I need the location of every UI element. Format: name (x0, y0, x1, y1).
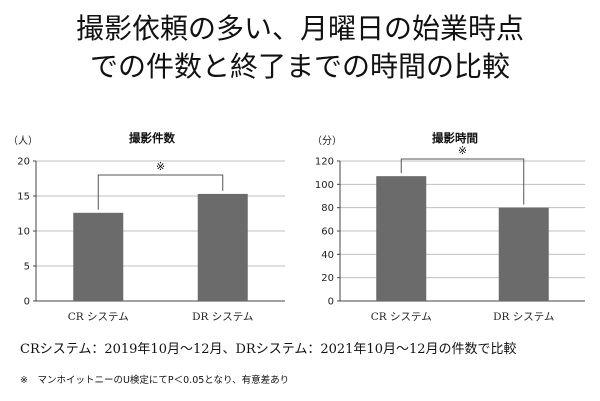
y-tick-label: 15 (17, 192, 30, 203)
bar (376, 176, 427, 301)
chart-title: 撮影時間 (432, 131, 478, 145)
x-category-label: DR システム (192, 311, 253, 323)
bar (498, 207, 549, 301)
y-tick-label: 120 (315, 157, 334, 168)
bar (73, 212, 124, 301)
y-tick-label: 20 (17, 157, 30, 168)
y-tick-label: 0 (24, 297, 30, 308)
y-axis-label: （分） (312, 135, 342, 147)
significance-mark: ※ (156, 160, 165, 173)
significance-mark: ※ (458, 144, 467, 157)
y-tick-label: 40 (321, 250, 334, 261)
x-category-label: DR システム (493, 311, 554, 323)
chart-count: 撮影件数 （人） 0 5 10 15 20 CR システム DR システム ※ (8, 131, 285, 323)
y-tick-label: 5 (24, 262, 30, 273)
bar (197, 193, 248, 301)
chart-time: 撮影時間 （分） 0 20 40 60 80 100 120 CR システム DR システム ※ (312, 131, 585, 323)
title-line-2: での件数と終了までの時間の比較 (89, 50, 510, 83)
y-tick-label: 10 (17, 227, 30, 238)
chart-title: 撮影件数 (129, 131, 175, 145)
y-tick-label: 0 (328, 297, 334, 308)
significance-bracket (97, 174, 224, 210)
y-tick-label: 80 (321, 203, 334, 214)
title-line-1: 撮影依頼の多い、月曜日の始業時点 (75, 12, 524, 45)
slide-title: 撮影依頼の多い、月曜日の始業時点 での件数と終了までの時間の比較 (0, 10, 600, 86)
y-axis-label: （人） (8, 135, 38, 147)
y-tick-label: 60 (321, 227, 334, 238)
caption: CRシステム：2019年10月～12月、DRシステム：2021年10月～12月の… (20, 342, 517, 357)
footnote: ※ マンホイットニーのU検定にてP＜0.05となり、有意差あり (20, 375, 290, 386)
significance-bracket (400, 158, 525, 205)
y-tick-label: 100 (315, 180, 334, 191)
x-category-label: CR システム (68, 311, 129, 323)
x-category-label: CR システム (371, 311, 432, 323)
y-tick-label: 20 (321, 273, 334, 284)
